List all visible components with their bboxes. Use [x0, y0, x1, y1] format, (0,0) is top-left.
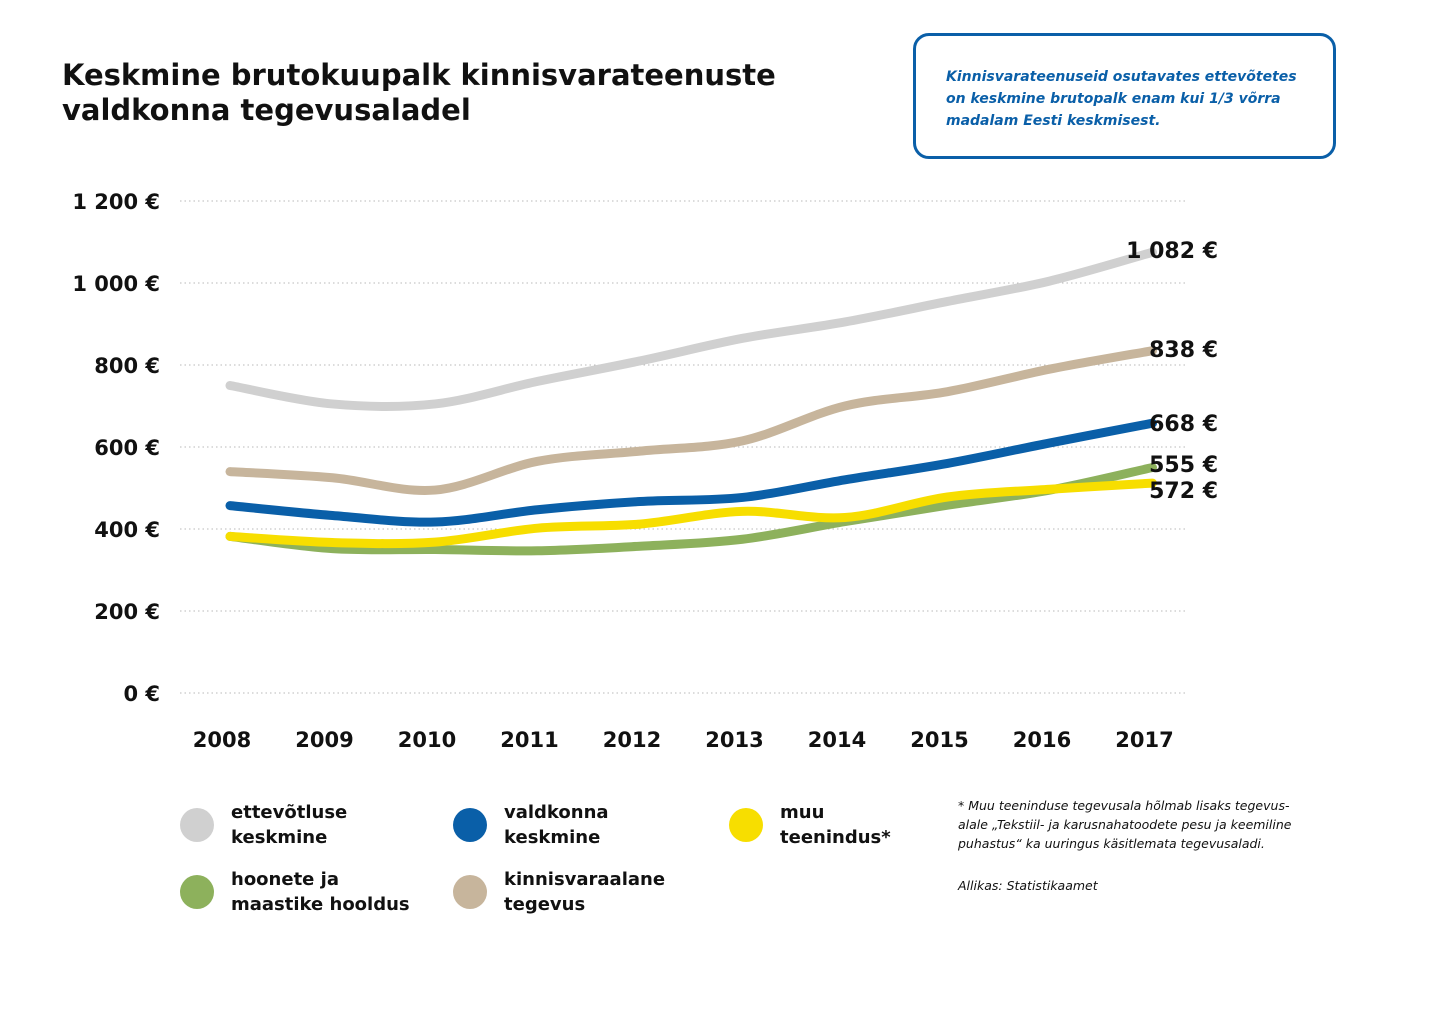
callout-text: Kinnisvarateenuseid osutavates ettevõtet… — [946, 69, 1297, 129]
legend-label: hoonete ja maastike hooldus — [231, 869, 410, 915]
series-line-3 — [225, 463, 1157, 556]
y-tick-label: 800 € — [94, 354, 160, 378]
legend-label: muu teenindus* — [780, 802, 891, 848]
legend-item-kinnisvaraalane-tegevus: kinnisvaraalane tegevus — [453, 867, 704, 917]
footnote-line: * Muu teeninduse tegevusala hõlmab lisak… — [958, 798, 1290, 813]
series-end-labels: 1 082 € 838 € 668 € 555 €572 € — [1126, 239, 1218, 504]
y-tick-label: 1 200 € — [72, 190, 160, 214]
series-line-2 — [225, 418, 1157, 527]
legend-item-ettevotluse-keskmine: ettevõtluse keskmine — [180, 800, 431, 850]
x-tick-label: 2010 — [398, 728, 456, 752]
x-tick-label: 2011 — [500, 728, 558, 752]
callout-box: Kinnisvarateenuseid osutavates ettevõtet… — [913, 33, 1336, 159]
x-axis-tick-labels: 2008 2009 2010 2011 2012 2013 2014 2015 2016 2017 — [193, 728, 1174, 752]
x-tick-label: 2015 — [910, 728, 968, 752]
legend-item-muu-teenindus: muu teenindus* — [729, 800, 980, 850]
line-chart: 0 € 200 € 400 € 600 € 800 € 1 000 € 1 200 € 20… — [72, 190, 1218, 752]
x-tick-label: 2016 — [1013, 728, 1071, 752]
legend-swatch — [180, 875, 214, 909]
legend-swatch — [453, 808, 487, 842]
y-tick-label: 1 000 € — [72, 272, 160, 296]
legend-swatch — [453, 875, 487, 909]
chart-title: Keskmine brutokuupalk kinnisvarateenuste… — [62, 58, 822, 128]
series-line-1 — [225, 346, 1157, 495]
y-axis-tick-labels: 0 € 200 € 400 € 600 € 800 € 1 000 € 1 200 € — [72, 190, 160, 706]
footnote-line: alale „Tekstiil- ja karusnahatoodete pes… — [958, 817, 1292, 832]
chart-title-line-1: Keskmine brutokuupalk kinnisvarateenuste — [62, 58, 776, 92]
series-lines — [225, 247, 1157, 556]
series-end-label: 668 € — [1149, 412, 1218, 437]
x-tick-label: 2014 — [808, 728, 866, 752]
legend-item-valdkonna-keskmine: valdkonna keskmine — [453, 800, 704, 850]
footnote: * Muu teeninduse tegevusala hõlmab lisak… — [958, 796, 1308, 853]
legend-label: valdkonna keskmine — [504, 802, 609, 848]
series-end-label: 838 € — [1149, 338, 1218, 363]
series-end-label: 1 082 € — [1126, 239, 1218, 264]
series-end-label: 572 € — [1149, 479, 1218, 504]
legend-swatch — [180, 808, 214, 842]
legend-item-hoonete-hooldus: hoonete ja maastike hooldus — [180, 867, 431, 917]
series-line-0 — [225, 247, 1157, 412]
x-tick-label: 2013 — [705, 728, 763, 752]
footnote-line: puhastus“ ka uuringus käsitlemata tegevu… — [958, 836, 1265, 851]
x-tick-label: 2017 — [1115, 728, 1173, 752]
y-tick-label: 600 € — [94, 436, 160, 460]
y-tick-label: 400 € — [94, 518, 160, 542]
x-tick-label: 2009 — [295, 728, 353, 752]
y-tick-label: 200 € — [94, 600, 160, 624]
y-tick-label: 0 € — [123, 682, 160, 706]
series-line-4 — [225, 478, 1157, 549]
x-tick-label: 2012 — [603, 728, 661, 752]
x-tick-label: 2008 — [193, 728, 251, 752]
legend-label: ettevõtluse keskmine — [231, 802, 348, 848]
legend-label: kinnisvaraalane tegevus — [504, 869, 666, 915]
chart-title-line-2: valdkonna tegevusaladel — [62, 93, 471, 127]
legend-swatch — [729, 808, 763, 842]
series-end-label: 555 € — [1149, 453, 1218, 478]
source-note: Allikas: Statistikaamet — [958, 878, 1098, 893]
